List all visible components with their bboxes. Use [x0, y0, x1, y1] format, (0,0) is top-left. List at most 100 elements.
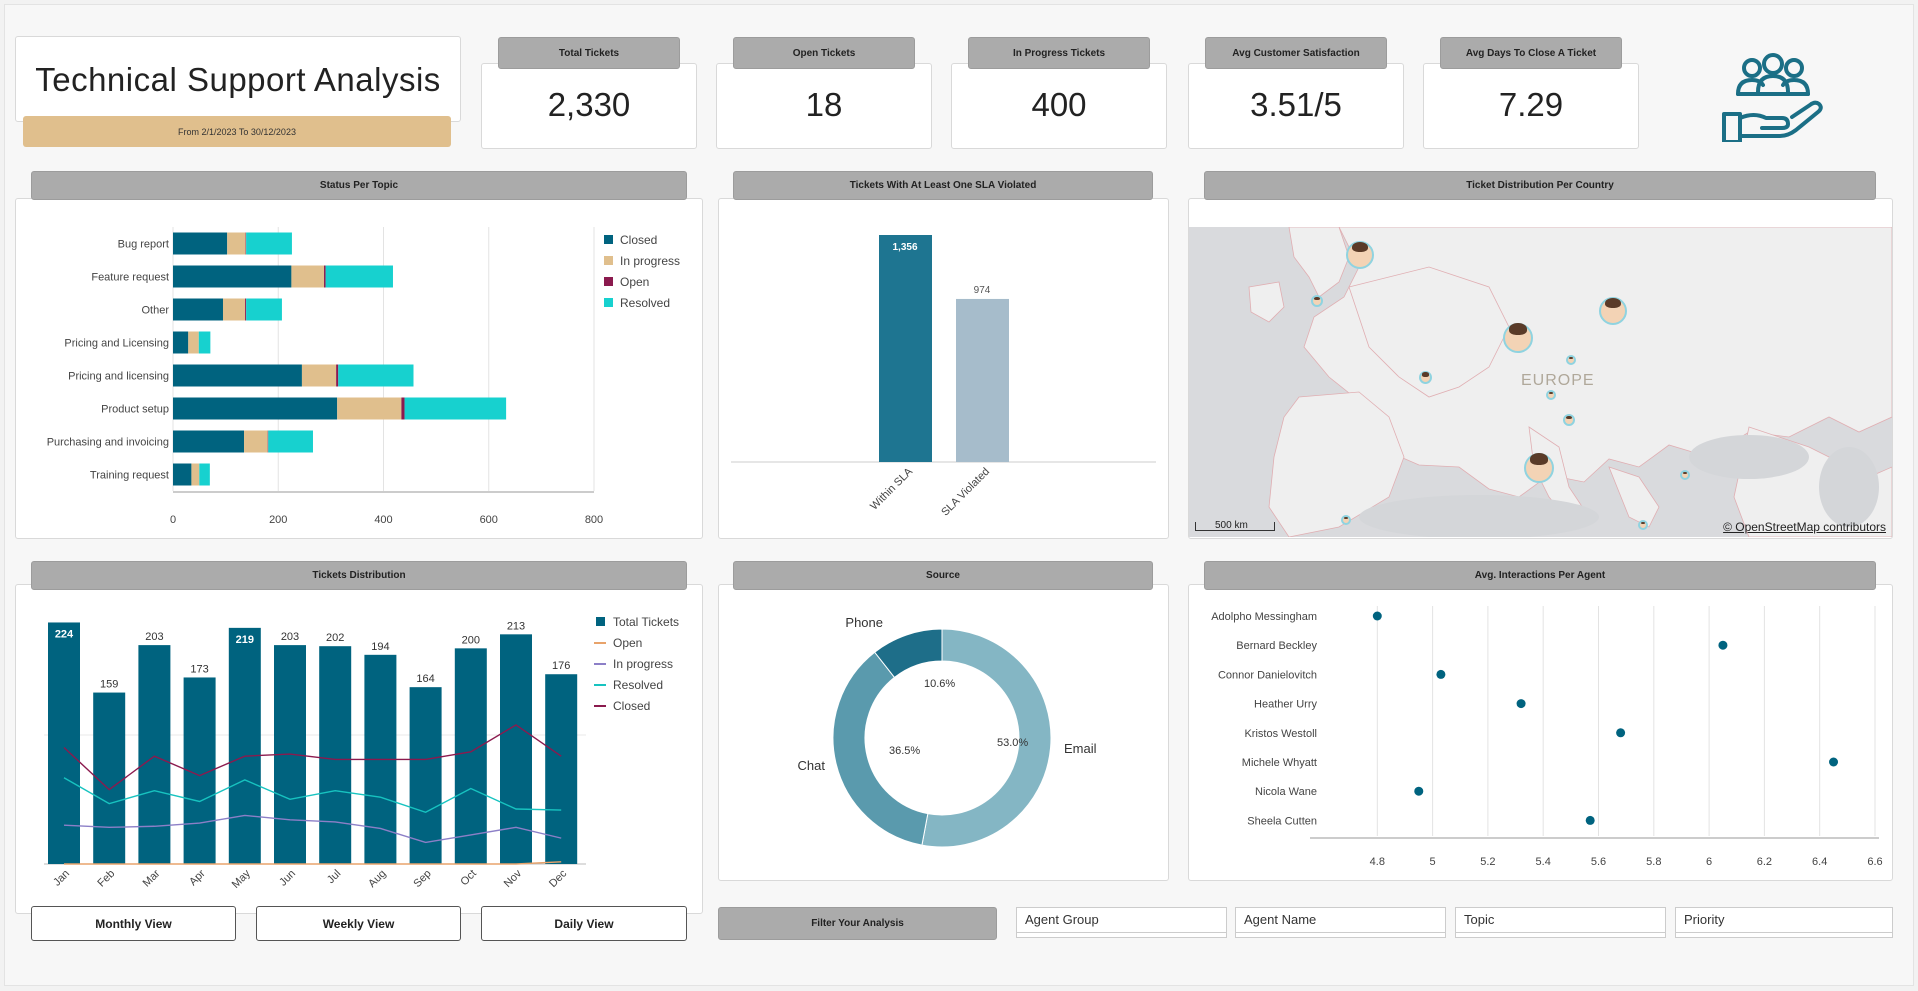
data-label: 219 [236, 634, 254, 646]
bar-segment [198, 331, 211, 354]
ticket-map[interactable]: EUROPE 500 km © OpenStreetMap contributo… [1189, 227, 1892, 537]
agent-name-label: Michele Whyatt [1242, 757, 1317, 769]
category-label: Pricing and Licensing [64, 338, 169, 350]
legend-label: Open [613, 636, 642, 650]
total-bar [409, 687, 442, 864]
legend-label: Closed [613, 699, 650, 713]
kpi-value: 7.29 [1498, 86, 1564, 123]
data-point [1718, 640, 1728, 650]
legend-swatch [596, 617, 605, 626]
priority-filter[interactable]: Priority [1675, 907, 1893, 938]
legend-swatch [604, 235, 613, 244]
total-bar [228, 627, 261, 864]
slice-label: Chat [798, 758, 826, 773]
data-label: 213 [507, 620, 525, 632]
agent-marker-icon[interactable] [1346, 241, 1374, 269]
month-label: Nov [502, 867, 525, 890]
data-label: 203 [281, 631, 299, 643]
monthly-view-button[interactable]: Monthly View [31, 906, 236, 941]
legend-label: Closed [620, 233, 657, 247]
interactions-scatter-chart: 4.8 5 5.2 5.4 5.6 5.8 6 6.2 6.4 6.6 Adolpho Messin… [1211, 606, 1883, 868]
title-card: Technical Support Analysis [15, 36, 461, 122]
x-tick-label: 6.4 [1812, 856, 1827, 868]
category-label: Other [141, 305, 169, 317]
month-label: Feb [95, 868, 117, 890]
category-label: Purchasing and invoicing [47, 437, 169, 449]
agent-name-filter[interactable]: Agent Name [1235, 907, 1446, 938]
category-label: Product setup [101, 404, 169, 416]
month-label: Jun [277, 868, 298, 889]
agent-marker-icon[interactable] [1524, 453, 1554, 483]
legend-label: Total Tickets [613, 615, 679, 629]
bar-segment [199, 463, 210, 486]
agent-marker-icon[interactable] [1563, 414, 1575, 426]
x-tick-label: 5.2 [1480, 856, 1495, 868]
x-tick-label: 5.8 [1646, 856, 1661, 868]
agent-group-filter[interactable]: Agent Group [1016, 907, 1227, 938]
bar-segment [227, 232, 246, 255]
topic-filter[interactable]: Topic [1455, 907, 1666, 938]
month-label: Apr [187, 867, 208, 888]
weekly-view-button[interactable]: Weekly View [256, 906, 461, 941]
kpi-value: 400 [1031, 86, 1087, 123]
x-tick-label: 0 [170, 514, 176, 526]
kpi-card: 18 [716, 63, 932, 149]
kpi-card: 400 [951, 63, 1167, 149]
bar-segment [173, 430, 245, 453]
x-tick-label: 400 [374, 514, 392, 526]
agent-marker-icon[interactable] [1680, 470, 1690, 480]
map-land-shapes [1248, 227, 1892, 537]
slice-label: Email [1064, 741, 1097, 756]
kpi-label: In Progress Tickets [968, 37, 1150, 69]
map-attribution[interactable]: © OpenStreetMap contributors [1723, 520, 1886, 534]
agent-marker-icon[interactable] [1566, 355, 1576, 365]
agent-marker-icon[interactable] [1638, 520, 1648, 530]
interactions-panel [1188, 584, 1893, 881]
bar-segment [291, 265, 325, 288]
total-bar [138, 645, 171, 864]
bar-segment [324, 265, 326, 288]
bar-segment [173, 364, 302, 387]
series-line [64, 861, 562, 865]
status-per-topic-header: Status Per Topic [31, 171, 687, 200]
sla-panel [718, 198, 1169, 539]
agent-marker-icon[interactable] [1599, 297, 1627, 325]
bar-segment [267, 430, 269, 453]
x-tick-label: 200 [269, 514, 287, 526]
legend-label: Resolved [613, 678, 663, 692]
bar-segment [244, 430, 268, 453]
category-label: Training request [90, 470, 169, 482]
data-label: 203 [145, 631, 163, 643]
data-label: 974 [974, 285, 991, 296]
bar-segment [337, 397, 402, 420]
data-label: 1,356 [892, 242, 917, 253]
agent-marker-icon[interactable] [1503, 323, 1533, 353]
kpi-label: Total Tickets [498, 37, 680, 69]
total-bar [454, 648, 487, 864]
legend-label: In progress [613, 657, 673, 671]
data-label: 202 [326, 632, 344, 644]
tickets-distribution-chart: 224 Jan 159 Feb 203 Mar 173 Apr 219 May 203 Jun 202 J… [44, 615, 679, 891]
donut-slice [874, 628, 943, 679]
bar-segment [188, 331, 199, 354]
bar-segment [268, 430, 313, 453]
agent-marker-icon[interactable] [1341, 515, 1351, 525]
data-label: 164 [416, 673, 434, 685]
support-logo-icon [1722, 53, 1823, 142]
filter-header: Filter Your Analysis [718, 907, 997, 940]
agent-marker-icon[interactable] [1419, 371, 1432, 384]
interactions-header: Avg. Interactions Per Agent [1204, 561, 1876, 590]
kpi-value: 2,330 [547, 86, 631, 123]
agent-marker-icon[interactable] [1311, 295, 1323, 307]
data-point [1616, 728, 1626, 738]
source-donut-chart: 53.0% Email 36.5% Chat 10.6% Phone [798, 615, 1097, 848]
data-label: 159 [100, 679, 118, 691]
kpi-value: 18 [805, 86, 843, 123]
sla-bar [879, 235, 932, 462]
distribution-header: Tickets Distribution [31, 561, 687, 590]
data-label: 176 [552, 660, 570, 672]
sla-bar [956, 298, 1009, 462]
slice-percent-label: 36.5% [889, 745, 920, 757]
daily-view-button[interactable]: Daily View [481, 906, 687, 941]
agent-marker-icon[interactable] [1546, 390, 1556, 400]
